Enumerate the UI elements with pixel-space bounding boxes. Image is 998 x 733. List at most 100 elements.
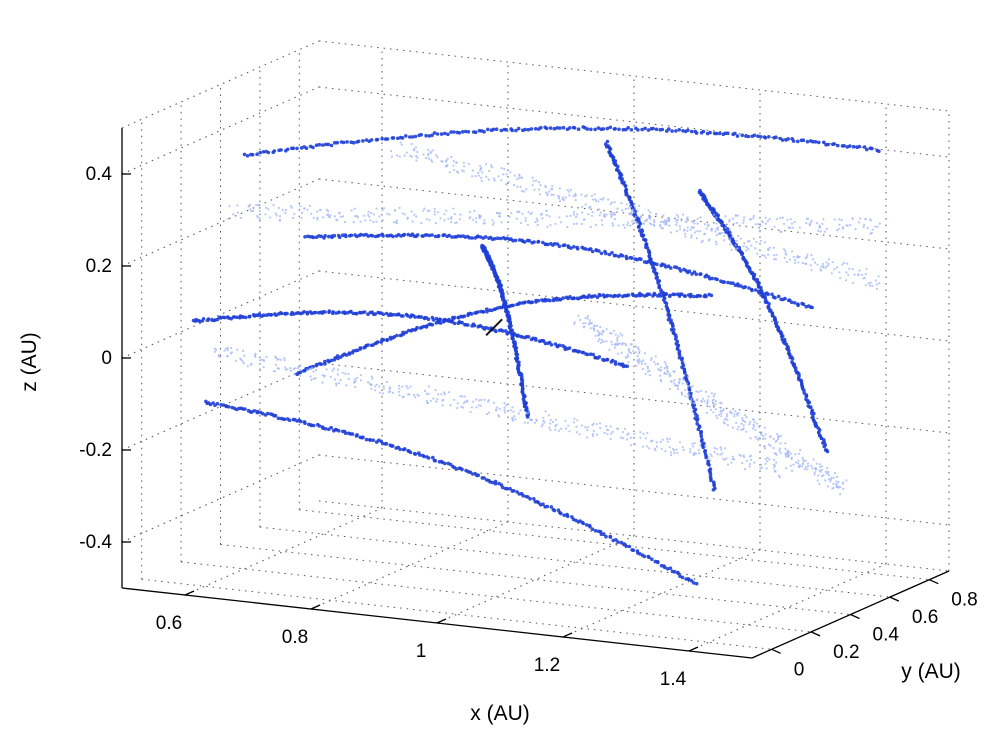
data-point (538, 193, 542, 196)
data-point (242, 152, 247, 157)
data-point (779, 451, 782, 454)
data-point (605, 425, 608, 428)
data-point (827, 474, 831, 477)
data-point (691, 294, 696, 299)
data-point (276, 416, 281, 421)
data-point (864, 284, 867, 287)
data-point (611, 538, 615, 543)
data-point (673, 449, 676, 452)
data-point (648, 369, 651, 372)
data-point (299, 369, 302, 372)
data-point (545, 504, 550, 509)
data-point (832, 482, 835, 485)
data-point (331, 369, 334, 372)
data-point (779, 331, 783, 336)
trajectory-dense (191, 309, 629, 369)
data-point (377, 233, 381, 238)
data-point (329, 358, 334, 363)
data-point (666, 440, 670, 443)
data-point (730, 232, 733, 235)
data-point (683, 388, 687, 392)
data-point (722, 280, 726, 284)
x-axis-label: x (AU) (470, 702, 530, 725)
data-point (763, 447, 767, 450)
data-point (660, 366, 663, 369)
data-point (257, 216, 260, 219)
data-point (490, 166, 493, 169)
data-point (511, 303, 515, 308)
data-point (638, 204, 641, 207)
data-point (760, 466, 764, 469)
data-point (461, 406, 465, 409)
data-point (757, 223, 760, 226)
data-point (598, 214, 601, 217)
data-point (827, 478, 831, 481)
data-point (756, 134, 760, 138)
data-point (836, 143, 840, 148)
data-point (370, 211, 373, 214)
data-point (482, 222, 485, 225)
data-point (645, 246, 650, 250)
data-point (536, 219, 539, 222)
data-point (709, 293, 714, 298)
data-point (483, 398, 486, 401)
data-point (766, 460, 769, 463)
data-point (419, 132, 424, 137)
y-tick (771, 648, 781, 654)
data-point (749, 271, 754, 276)
data-point (312, 377, 315, 380)
data-point (678, 441, 682, 444)
data-point (479, 167, 482, 170)
data-point (649, 217, 652, 220)
trajectory-sparse (213, 346, 794, 479)
data-point (467, 236, 472, 240)
data-point (477, 171, 480, 174)
data-point (723, 131, 728, 136)
data-point (583, 325, 586, 328)
data-point (249, 208, 252, 211)
data-point (725, 413, 729, 416)
data-point (784, 452, 787, 455)
data-point (402, 232, 407, 237)
data-point (427, 233, 432, 238)
data-point (505, 404, 508, 407)
data-point (715, 234, 718, 237)
data-point (742, 424, 745, 427)
data-point (381, 338, 386, 342)
data-point (254, 355, 257, 358)
data-point (575, 431, 579, 434)
data-point (514, 418, 517, 421)
data-point (617, 335, 620, 338)
data-point (598, 337, 601, 340)
data-point (851, 144, 856, 149)
data-point (284, 366, 287, 369)
data-point (265, 355, 268, 359)
data-point (422, 153, 425, 156)
data-point (484, 163, 488, 166)
data-point (327, 213, 330, 216)
data-point (759, 463, 763, 466)
data-point (427, 392, 430, 396)
data-point (457, 131, 462, 135)
data-point (678, 225, 681, 228)
data-point (258, 209, 261, 212)
y-gridline-floor (141, 578, 772, 650)
data-point (677, 128, 681, 132)
data-point (492, 221, 495, 224)
data-point (567, 424, 570, 427)
data-point (644, 362, 647, 365)
data-point (516, 178, 519, 181)
data-point (710, 276, 714, 281)
data-point (698, 452, 701, 455)
data-point (673, 379, 676, 382)
data-point (599, 251, 604, 256)
data-point (587, 213, 590, 216)
data-point (546, 192, 549, 195)
data-point (684, 235, 687, 238)
data-point (648, 374, 652, 377)
data-point (595, 199, 598, 203)
data-point (695, 390, 698, 393)
x-gridline-floor (562, 549, 761, 638)
data-point (754, 435, 757, 438)
data-point (416, 150, 419, 154)
